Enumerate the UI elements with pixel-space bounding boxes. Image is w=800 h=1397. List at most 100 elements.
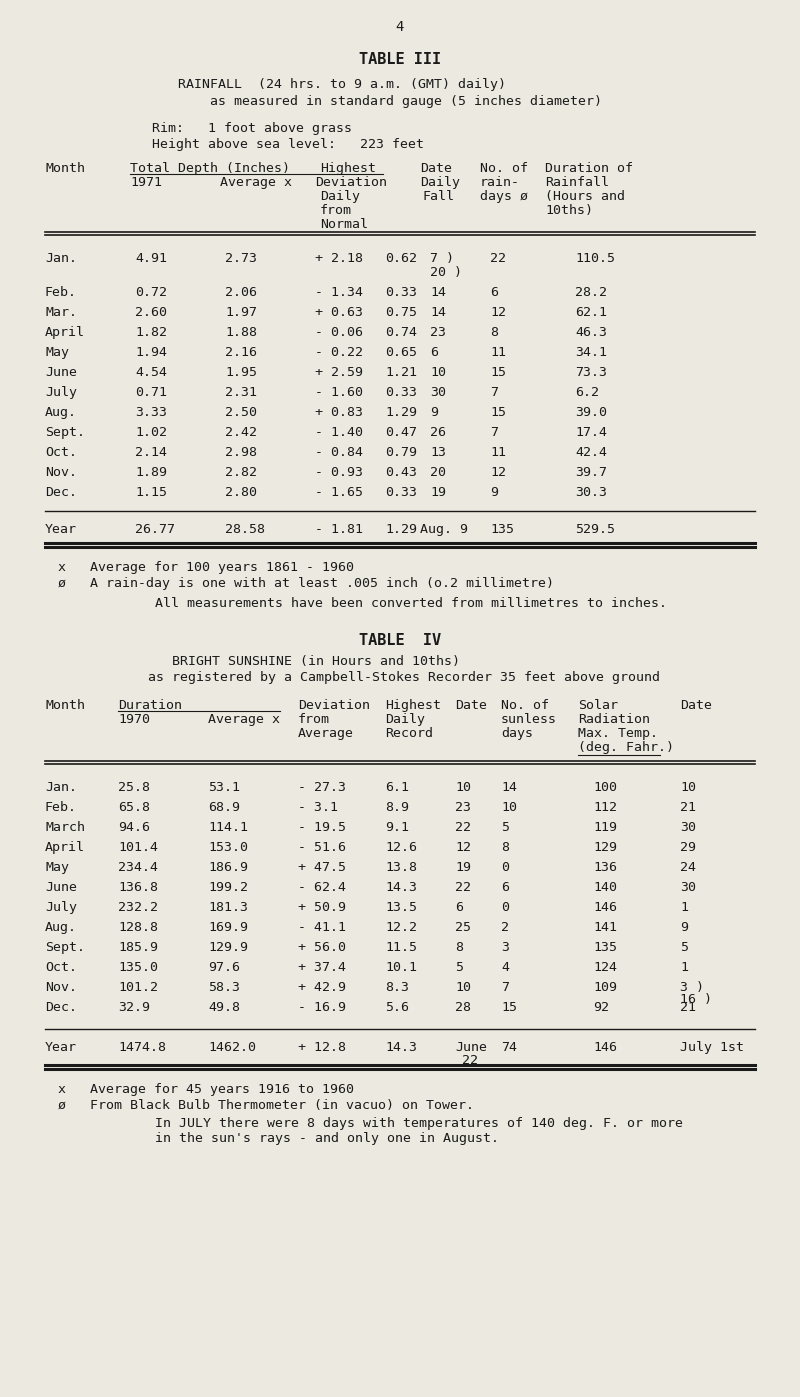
Text: 28: 28: [455, 1002, 471, 1014]
Text: + 47.5: + 47.5: [298, 861, 346, 875]
Text: 22: 22: [490, 251, 506, 265]
Text: Jan.: Jan.: [45, 251, 77, 265]
Text: 58.3: 58.3: [208, 981, 240, 995]
Text: TABLE III: TABLE III: [359, 52, 441, 67]
Text: Jan.: Jan.: [45, 781, 77, 793]
Text: + 42.9: + 42.9: [298, 981, 346, 995]
Text: 1.15: 1.15: [135, 486, 167, 499]
Text: 12.6: 12.6: [385, 841, 417, 854]
Text: Highest: Highest: [320, 162, 376, 175]
Text: 28.2: 28.2: [575, 286, 607, 299]
Text: as measured in standard gauge (5 inches diameter): as measured in standard gauge (5 inches …: [210, 95, 602, 108]
Text: 9.1: 9.1: [385, 821, 409, 834]
Text: April: April: [45, 841, 85, 854]
Text: 24: 24: [680, 861, 696, 875]
Text: RAINFALL  (24 hrs. to 9 a.m. (GMT) daily): RAINFALL (24 hrs. to 9 a.m. (GMT) daily): [178, 78, 506, 91]
Text: 1.29: 1.29: [385, 522, 417, 536]
Text: Sept.: Sept.: [45, 942, 85, 954]
Text: 0.33: 0.33: [385, 486, 417, 499]
Text: Year: Year: [45, 1041, 77, 1053]
Text: Date: Date: [455, 698, 487, 712]
Text: 2: 2: [501, 921, 509, 935]
Text: July: July: [45, 901, 77, 914]
Text: 0: 0: [501, 901, 509, 914]
Text: 10: 10: [680, 781, 696, 793]
Text: Month: Month: [45, 698, 85, 712]
Text: Year: Year: [45, 522, 77, 536]
Text: 2.42: 2.42: [225, 426, 257, 439]
Text: 13.8: 13.8: [385, 861, 417, 875]
Text: Duration: Duration: [118, 698, 182, 712]
Text: 94.6: 94.6: [118, 821, 150, 834]
Text: 3 ): 3 ): [680, 981, 704, 995]
Text: ø   From Black Bulb Thermometer (in vacuo) on Tower.: ø From Black Bulb Thermometer (in vacuo)…: [58, 1099, 474, 1112]
Text: 8.9: 8.9: [385, 800, 409, 814]
Text: ø   A rain-day is one with at least .005 inch (o.2 millimetre): ø A rain-day is one with at least .005 i…: [58, 577, 554, 590]
Text: 0.72: 0.72: [135, 286, 167, 299]
Text: Daily: Daily: [420, 176, 460, 189]
Text: 30: 30: [430, 386, 446, 400]
Text: Date: Date: [680, 698, 712, 712]
Text: 11: 11: [490, 446, 506, 460]
Text: + 37.4: + 37.4: [298, 961, 346, 974]
Text: Solar: Solar: [578, 698, 618, 712]
Text: Deviation: Deviation: [298, 698, 370, 712]
Text: Daily: Daily: [320, 190, 360, 203]
Text: 2.73: 2.73: [225, 251, 257, 265]
Text: 21: 21: [680, 800, 696, 814]
Text: 15: 15: [501, 1002, 517, 1014]
Text: 181.3: 181.3: [208, 901, 248, 914]
Text: 8: 8: [455, 942, 463, 954]
Text: 49.8: 49.8: [208, 1002, 240, 1014]
Text: 0.74: 0.74: [385, 326, 417, 339]
Text: Highest: Highest: [385, 698, 441, 712]
Text: 6: 6: [501, 882, 509, 894]
Text: 14.3: 14.3: [385, 882, 417, 894]
Text: Max. Temp.: Max. Temp.: [578, 726, 658, 740]
Text: 5: 5: [455, 961, 463, 974]
Text: All measurements have been converted from millimetres to inches.: All measurements have been converted fro…: [155, 597, 667, 610]
Text: 1.21: 1.21: [385, 366, 417, 379]
Text: 10: 10: [501, 800, 517, 814]
Text: - 62.4: - 62.4: [298, 882, 346, 894]
Text: 97.6: 97.6: [208, 961, 240, 974]
Text: 1971: 1971: [130, 176, 162, 189]
Text: Daily: Daily: [385, 712, 425, 726]
Text: 0.75: 0.75: [385, 306, 417, 319]
Text: Total Depth (Inches): Total Depth (Inches): [130, 162, 290, 175]
Text: May: May: [45, 861, 69, 875]
Text: + 0.63: + 0.63: [315, 306, 363, 319]
Text: 20 ): 20 ): [430, 265, 462, 279]
Text: Aug.: Aug.: [45, 407, 77, 419]
Text: 1.97: 1.97: [225, 306, 257, 319]
Text: TABLE  IV: TABLE IV: [359, 633, 441, 648]
Text: 30.3: 30.3: [575, 486, 607, 499]
Text: 19: 19: [455, 861, 471, 875]
Text: 65.8: 65.8: [118, 800, 150, 814]
Text: 10ths): 10ths): [545, 204, 593, 217]
Text: 68.9: 68.9: [208, 800, 240, 814]
Text: + 0.83: + 0.83: [315, 407, 363, 419]
Text: 10: 10: [430, 366, 446, 379]
Text: 12: 12: [490, 467, 506, 479]
Text: 21: 21: [680, 1002, 696, 1014]
Text: 2.31: 2.31: [225, 386, 257, 400]
Text: 112: 112: [593, 800, 617, 814]
Text: 1: 1: [680, 901, 688, 914]
Text: - 41.1: - 41.1: [298, 921, 346, 935]
Text: 53.1: 53.1: [208, 781, 240, 793]
Text: - 1.60: - 1.60: [315, 386, 363, 400]
Text: 119: 119: [593, 821, 617, 834]
Text: 5: 5: [680, 942, 688, 954]
Text: Sept.: Sept.: [45, 426, 85, 439]
Text: 62.1: 62.1: [575, 306, 607, 319]
Text: rain-: rain-: [480, 176, 520, 189]
Text: x   Average for 45 years 1916 to 1960: x Average for 45 years 1916 to 1960: [58, 1083, 354, 1097]
Text: 7 ): 7 ): [430, 251, 454, 265]
Text: 136: 136: [593, 861, 617, 875]
Text: 2.06: 2.06: [225, 286, 257, 299]
Text: 0.79: 0.79: [385, 446, 417, 460]
Text: 11.5: 11.5: [385, 942, 417, 954]
Text: + 12.8: + 12.8: [298, 1041, 346, 1053]
Text: 12.2: 12.2: [385, 921, 417, 935]
